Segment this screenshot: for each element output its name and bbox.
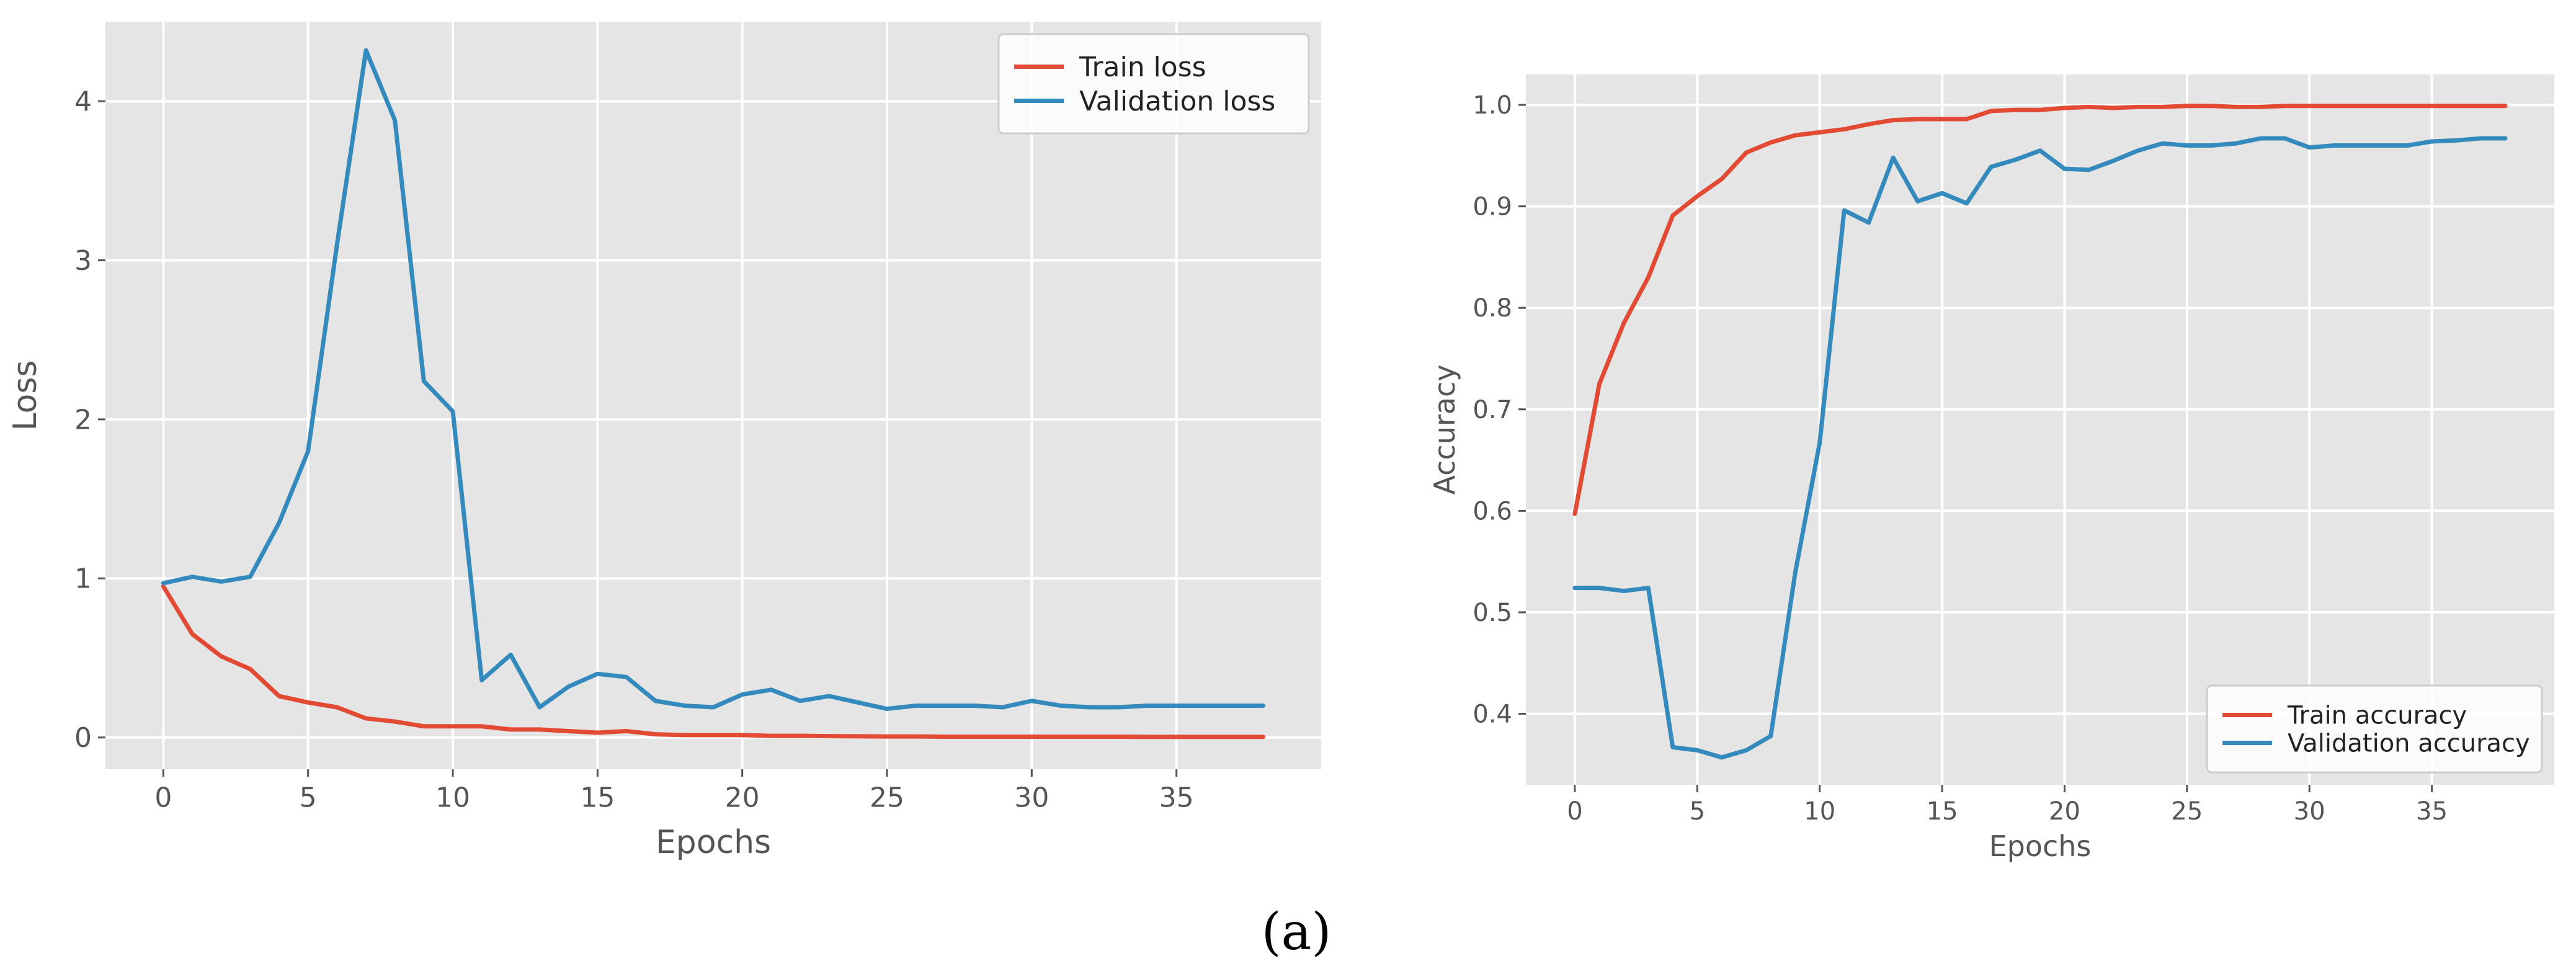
x-tick-label: 5 [1690,797,1705,826]
legend-label: Validation accuracy [2288,730,2530,758]
y-tick-label: 0.8 [1473,294,1512,323]
y-tick-label: 0.6 [1473,497,1512,525]
series-line-validation-accuracy [1572,136,2508,760]
x-tick-label: 15 [1927,797,1958,826]
y-tick-label: 4 [74,86,92,118]
y-axis-label: Loss [7,360,44,431]
x-tick-label: 30 [2294,797,2325,826]
series-line-train-accuracy [1572,104,2508,516]
x-tick-label: 10 [1804,797,1835,826]
x-tick-label: 25 [2171,797,2203,826]
y-tick-label: 0.7 [1473,396,1512,424]
x-tick-label: 20 [725,782,760,813]
y-tick-label: 0 [74,722,92,754]
x-tick-label: 25 [870,782,904,813]
y-tick-label: 1 [74,563,92,595]
series-line-train-loss [161,584,1266,739]
y-tick-label: 0.5 [1473,599,1512,627]
legend-label: Train loss [1079,51,1206,83]
x-tick-label: 35 [1159,782,1194,813]
x-axis-label: Epochs [1989,829,2092,863]
figure-caption: (a) [1262,903,1332,962]
legend-box [2206,684,2543,774]
y-tick-label: 3 [74,245,92,277]
x-tick-label: 5 [300,782,317,813]
y-axis-label: Accuracy [1428,364,1461,494]
plot-area [1526,74,2554,785]
x-tick-label: 0 [154,782,172,813]
x-tick-label: 0 [1567,797,1582,826]
x-tick-label: 20 [2049,797,2080,826]
legend-label: Train accuracy [2287,702,2467,730]
y-tick-label: 0.9 [1473,193,1512,221]
accuracy-chart: 0 5 10 15 20 25 30 35 0.4 0.5 0.6 0.7 0.8 0.9 1.0 Epoch… [1428,74,2554,863]
x-tick-label: 15 [580,782,615,813]
x-tick-label: 30 [1014,782,1049,813]
x-tick-label: 10 [435,782,470,813]
series-line-validation-loss [161,48,1266,712]
loss-chart: 0 5 10 15 20 25 30 35 0 1 2 3 4 Epochs Loss Train lossV… [7,22,1321,861]
y-tick-label: 1.0 [1473,91,1512,120]
y-tick-label: 2 [74,404,92,436]
legend-label: Validation loss [1079,86,1275,117]
legend-box [997,33,1310,135]
x-tick-label: 35 [2416,797,2448,826]
x-axis-label: Epochs [656,824,771,861]
y-tick-label: 0.4 [1473,700,1512,729]
